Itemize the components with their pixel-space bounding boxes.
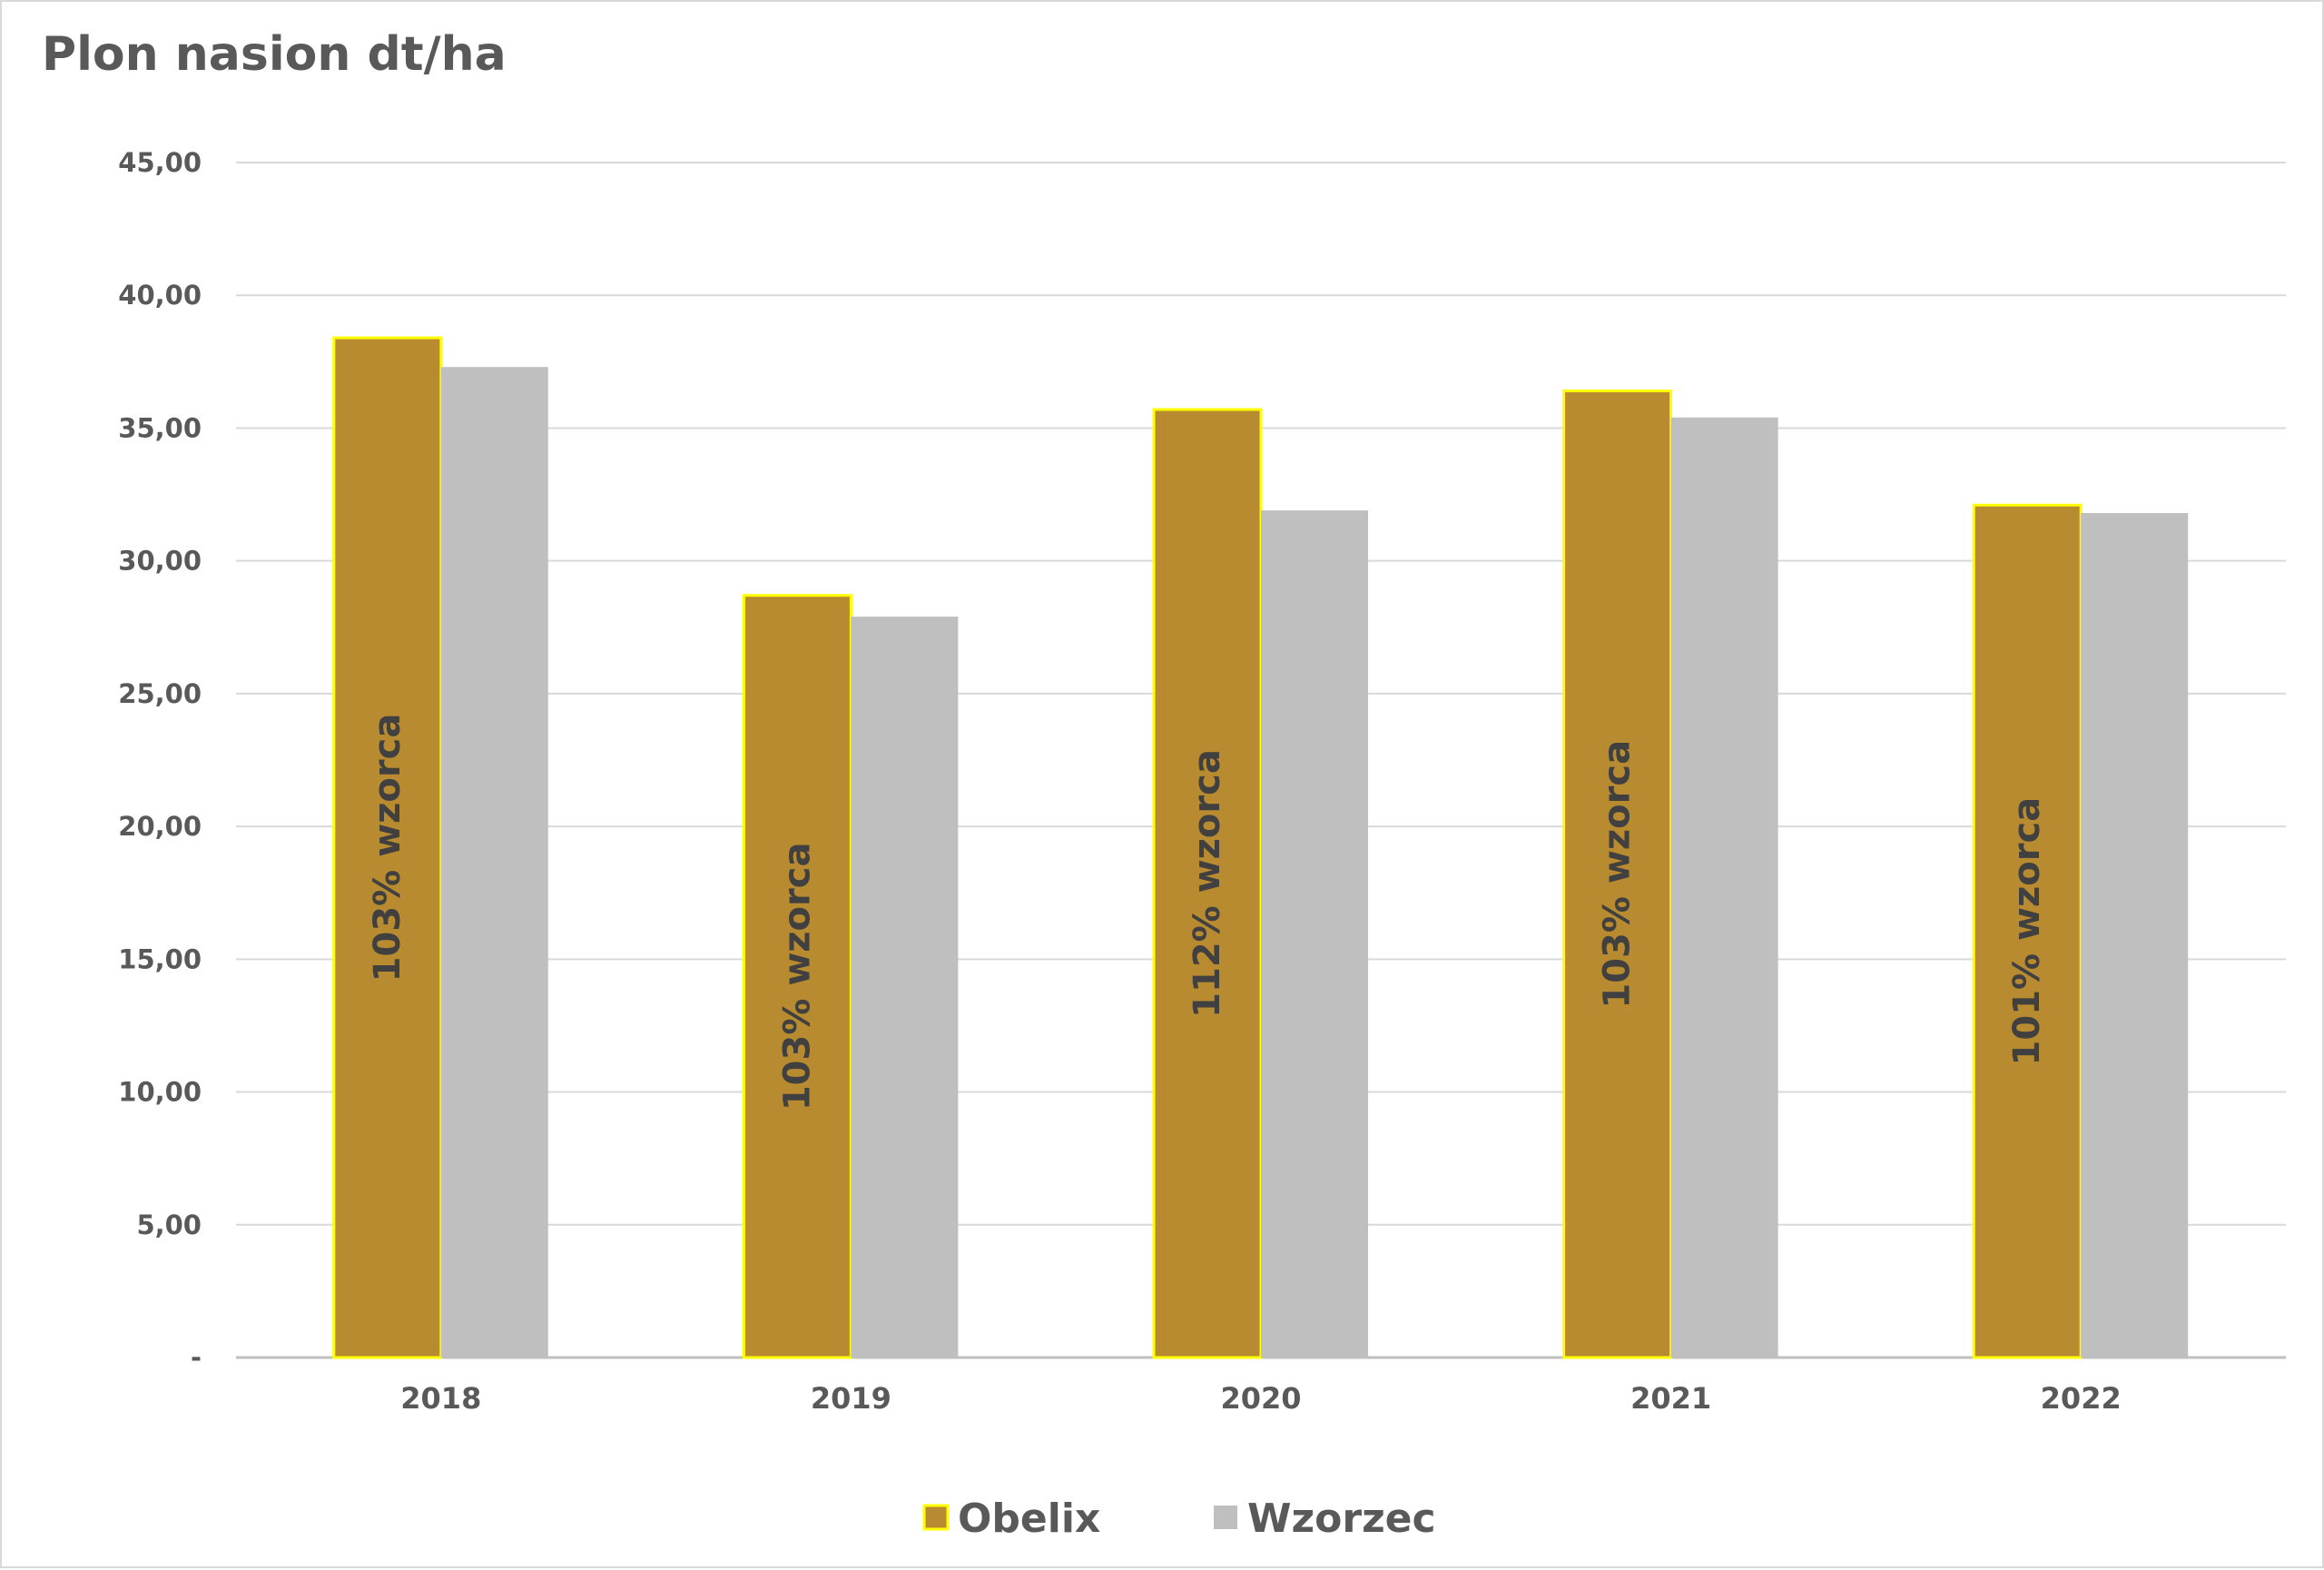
bar-wzorzec-2020 [1261, 510, 1368, 1358]
legend-label-wzorzec: Wzorzec [1247, 1496, 1436, 1542]
x-tick-label: 2018 [400, 1381, 481, 1416]
legend-label-obelix: Obelix [958, 1496, 1100, 1542]
bar-obelix-2020 [1152, 408, 1263, 1359]
bar-obelix-2021 [1562, 390, 1673, 1359]
x-axis-ticks: 2018 2019 2020 2021 2022 [400, 1381, 2121, 1416]
y-tick-label: 30,00 [118, 546, 202, 577]
data-label: 103% wzorca [776, 843, 818, 1111]
bar-wzorzec-2022 [2081, 513, 2189, 1358]
x-tick-label: 2021 [1630, 1381, 1711, 1416]
x-tick-label: 2019 [811, 1381, 891, 1416]
y-tick-label: 5,00 [136, 1210, 202, 1240]
legend: Obelix Wzorzec [922, 1496, 1436, 1542]
bars: 103% wzorca 103% wzorca 112% wzorca 103% wz… [332, 336, 2189, 1359]
y-tick-label: - [191, 1342, 202, 1373]
bar-wzorzec-2019 [851, 617, 959, 1358]
data-label: 103% wzorca [367, 714, 409, 982]
data-label: 112% wzorca [1187, 749, 1228, 1018]
y-tick-label: 10,00 [118, 1077, 202, 1108]
y-tick-label: 45,00 [118, 147, 202, 178]
legend-swatch-obelix [922, 1504, 950, 1531]
bar-wzorzec-2021 [1670, 417, 1778, 1358]
legend-swatch-wzorzec [1214, 1506, 1237, 1529]
y-tick-label: 25,00 [118, 678, 202, 709]
y-tick-label: 20,00 [118, 811, 202, 842]
chart-title: Plon nasion dt/ha [42, 27, 507, 82]
data-label: 101% wzorca [2006, 797, 2048, 1066]
data-label: 103% wzorca [1597, 740, 1639, 1009]
x-tick-label: 2020 [1220, 1381, 1301, 1416]
bar-wzorzec-2018 [440, 367, 548, 1358]
bar-obelix-2022 [1972, 503, 2083, 1359]
y-tick-label: 35,00 [118, 412, 202, 443]
y-tick-label: 15,00 [118, 943, 202, 974]
bar-obelix-2019 [742, 594, 852, 1359]
y-tick-label: 40,00 [118, 280, 202, 311]
y-axis-ticks: - 5,00 10,00 15,00 20,00 25,00 30,00 35,00 40,00… [118, 147, 202, 1373]
bar-obelix-2018 [332, 336, 443, 1359]
x-tick-label: 2022 [2041, 1381, 2122, 1416]
